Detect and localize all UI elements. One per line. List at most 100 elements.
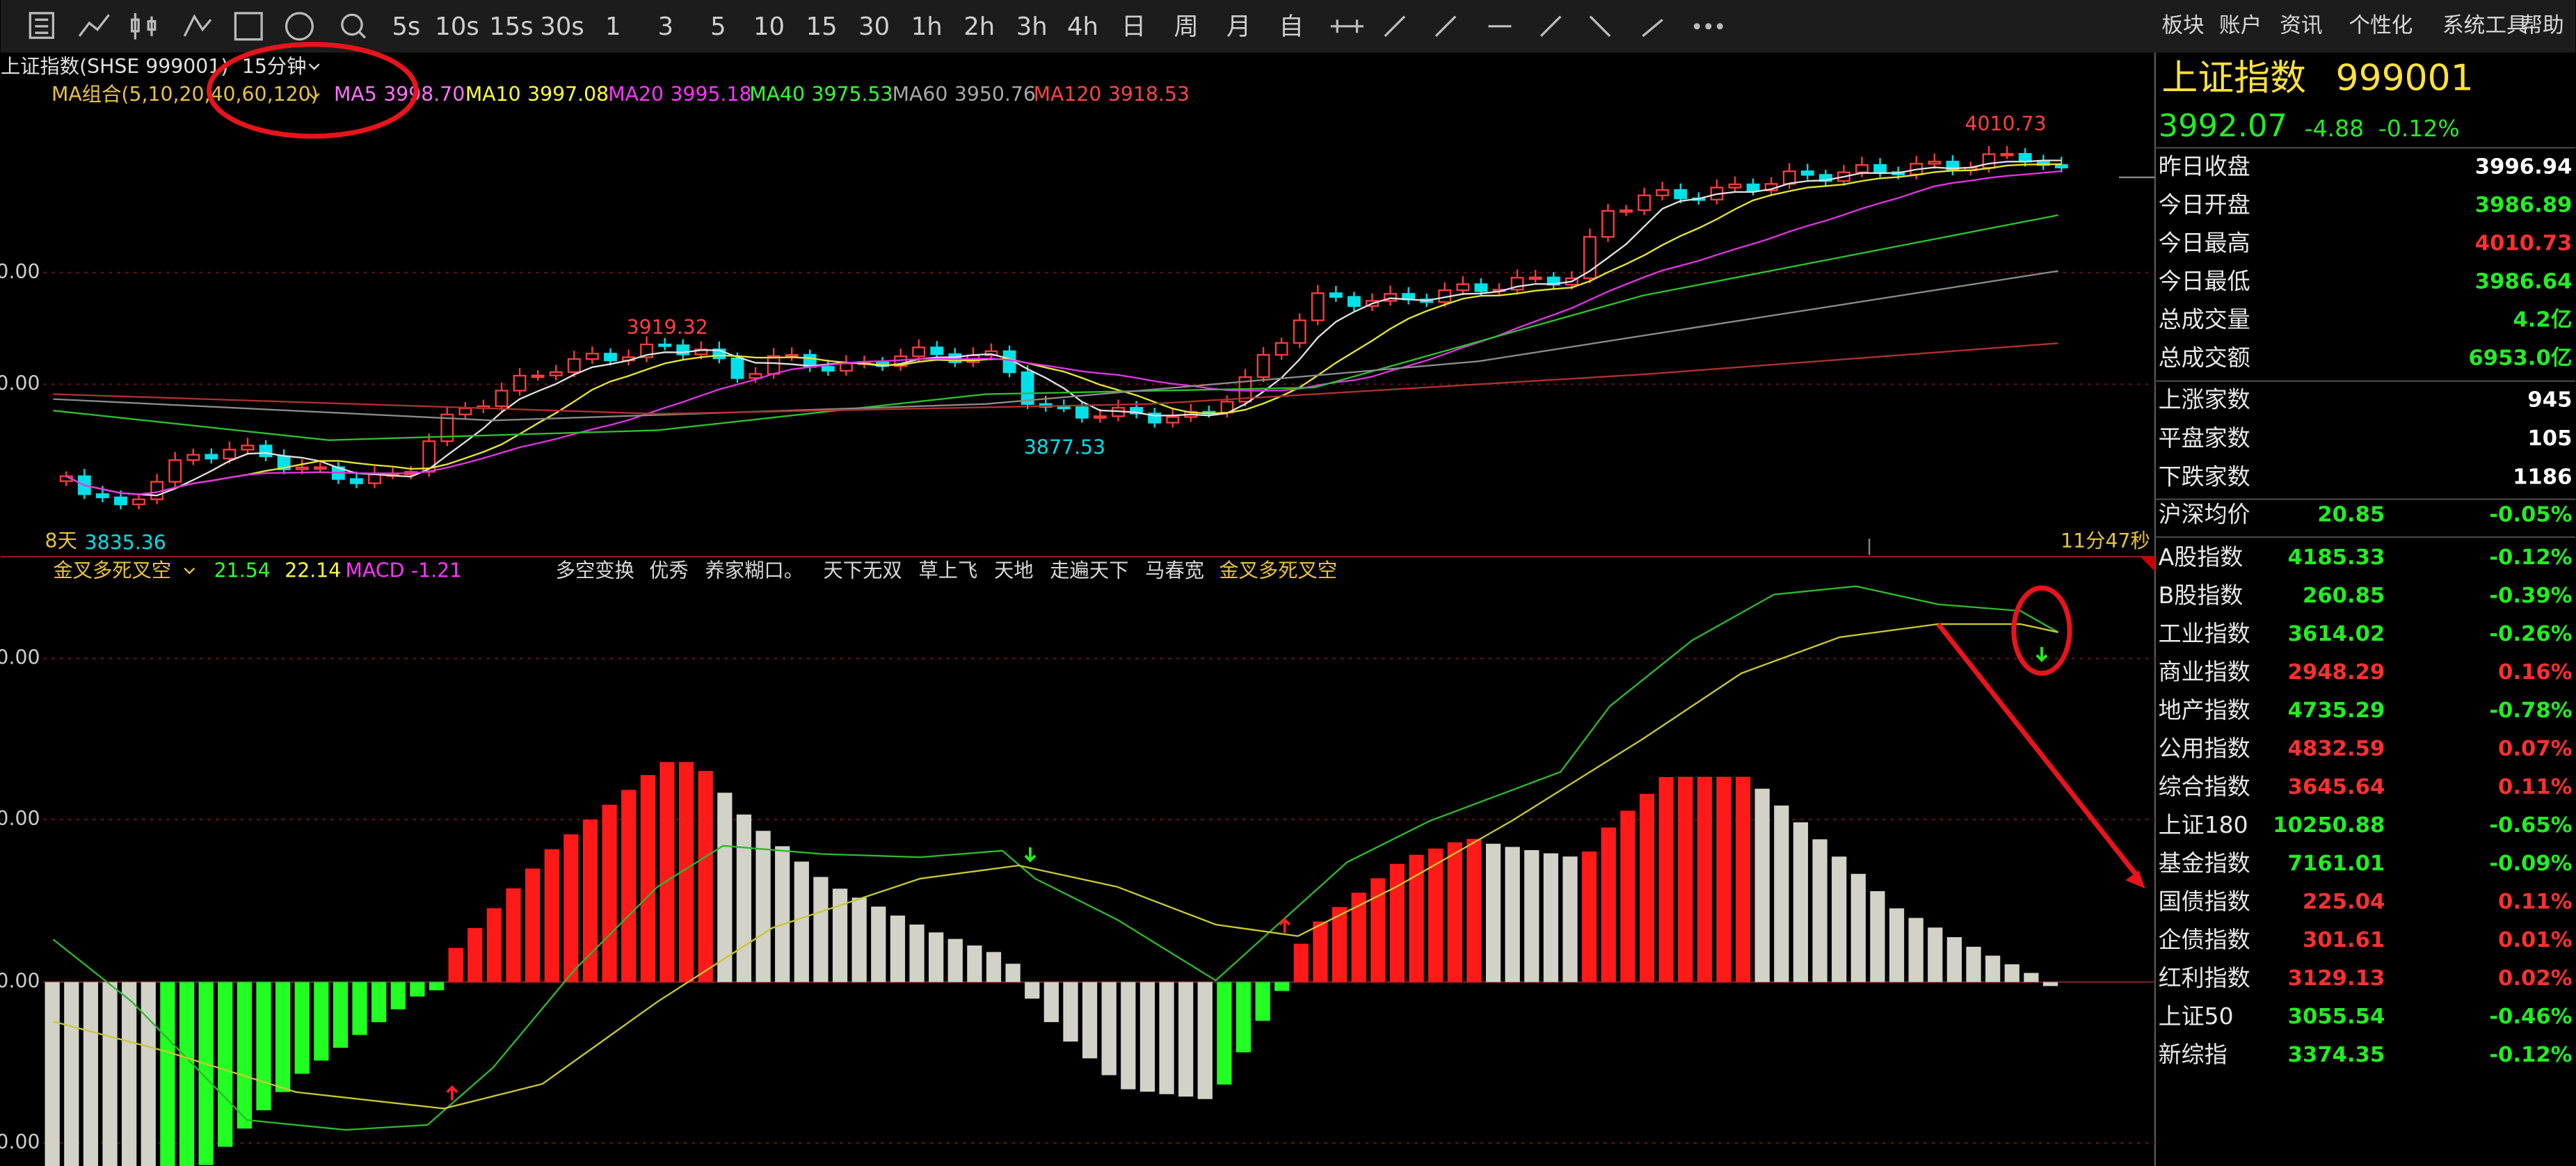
candle-body [313, 466, 327, 470]
macd-bar [659, 762, 675, 982]
index-name[interactable]: B股指数 [2159, 582, 2243, 609]
period-button[interactable]: 5 [710, 13, 726, 41]
index-name[interactable]: 基金指数 [2159, 849, 2250, 877]
index-name[interactable]: 综合指数 [2159, 773, 2250, 800]
macd-bar [947, 939, 963, 982]
period-button[interactable]: 周 [1174, 13, 1198, 41]
candle-body [513, 374, 527, 392]
index-name[interactable]: 地产指数 [2159, 696, 2250, 724]
macd-bar [1601, 827, 1616, 982]
strategy-tab[interactable]: 金叉多死叉空 [1219, 559, 1337, 582]
macd-bar [1582, 851, 1597, 982]
period-button[interactable]: 30s [540, 13, 584, 41]
index-value: 3374.35 [2288, 1043, 2385, 1067]
ma-group[interactable]: MA组合(5,10,20,40,60,120) [51, 83, 319, 106]
y-axis-label: 0.00 [0, 1131, 40, 1153]
menu-item[interactable]: 板块 [2161, 13, 2204, 38]
strategy-tab[interactable]: 马春宽 [1145, 559, 1204, 582]
signal-arrow [1279, 918, 1291, 933]
macd-bar [1966, 946, 1981, 982]
period-button[interactable]: 10 [753, 13, 785, 41]
macd-bar [275, 982, 291, 1092]
index-name[interactable]: 上证50 [2159, 1003, 2234, 1030]
macd-bar [1946, 937, 1962, 982]
period-button[interactable]: 10s [435, 13, 479, 41]
index-name[interactable]: 国债指数 [2159, 888, 2250, 915]
strategy-tab[interactable]: 养家糊口。 [705, 559, 804, 582]
index-name[interactable]: 新综指 [2159, 1041, 2227, 1068]
breadth-value: 945 [2527, 388, 2572, 412]
menu-item[interactable]: 资讯 [2280, 13, 2322, 38]
candle-body [1329, 292, 1343, 298]
macd-bar [1255, 982, 1270, 1021]
macd-bar [314, 982, 329, 1061]
candle-body [1656, 189, 1670, 197]
macd-bar [1235, 982, 1251, 1053]
period-selector[interactable]: 15分钟 [242, 55, 307, 78]
period-button[interactable]: 3 [658, 13, 674, 41]
macd-bar [237, 982, 252, 1129]
y-axis-label: 0.00 [0, 807, 40, 830]
index-name[interactable]: 公用指数 [2159, 735, 2250, 762]
menu-item[interactable]: 系统工具 [2442, 13, 2528, 38]
candle-body [604, 353, 617, 362]
index-pct: -0.05% [2489, 503, 2572, 527]
period-button[interactable]: 2h [963, 13, 995, 41]
period-button[interactable]: 4h [1067, 13, 1098, 41]
ma40-line [53, 214, 2058, 441]
index-name[interactable]: 沪深均价 [2159, 501, 2250, 528]
macd-bar [851, 897, 867, 982]
ma-name: MA5 [334, 83, 377, 106]
period-button[interactable]: 15 [806, 13, 838, 41]
index-name[interactable]: 商业指数 [2159, 658, 2250, 685]
menu-item[interactable]: 帮助 [2521, 13, 2563, 38]
indicator-name[interactable]: 金叉多死叉空 [53, 559, 171, 582]
candle-body [349, 478, 363, 484]
period-button[interactable]: 3h [1016, 13, 1048, 41]
menu-item[interactable]: 个性化 [2349, 13, 2413, 38]
stat-label: 今日最低 [2159, 267, 2250, 294]
strategy-tab[interactable]: 天下无双 [823, 559, 902, 582]
ma-legend: MA40 3975.53 [749, 83, 893, 106]
strategy-tab[interactable]: 天地 [994, 559, 1034, 582]
candle-body [930, 346, 944, 356]
macd-bar [909, 924, 925, 982]
candle-body [1619, 209, 1633, 213]
index-name[interactable]: 企债指数 [2159, 926, 2250, 953]
index-pct: 0.11% [2498, 890, 2572, 914]
period-button[interactable]: 15s [489, 13, 533, 41]
index-name[interactable]: 工业指数 [2159, 620, 2250, 647]
period-button[interactable]: 自 [1279, 13, 1304, 41]
period-button[interactable]: 5s [392, 13, 420, 41]
index-name[interactable]: A股指数 [2159, 543, 2243, 570]
strategy-tab[interactable]: 多空变换 [556, 559, 634, 582]
macd-bar [429, 982, 445, 991]
index-value: 7161.01 [2288, 852, 2385, 876]
period-button[interactable]: 日 [1121, 13, 1146, 41]
ma-name: MA20 [608, 83, 664, 106]
index-name[interactable]: 上证180 [2159, 811, 2248, 838]
index-pct: 0.07% [2498, 737, 2572, 761]
indicator-value: 21.54 [214, 559, 271, 582]
index-name[interactable]: 红利指数 [2159, 964, 2250, 991]
quote-code: 999001 [2336, 58, 2474, 99]
macd-bar [1697, 776, 1712, 982]
period-button[interactable]: 1 [605, 13, 621, 41]
macd-bar [122, 982, 137, 1166]
period-button[interactable]: 1h [911, 13, 943, 41]
macd-bar [1063, 982, 1078, 1042]
strategy-tab[interactable]: 优秀 [649, 559, 689, 582]
strategy-tab[interactable]: 走遍天下 [1050, 559, 1128, 582]
period-button[interactable]: 30 [858, 13, 890, 41]
candle-body [259, 445, 273, 458]
candle-body [567, 358, 581, 373]
strategy-tab[interactable]: 草上飞 [918, 559, 977, 582]
period-button[interactable]: 月 [1226, 13, 1251, 41]
breadth-label: 下跌家数 [2159, 463, 2250, 490]
index-pct: -0.46% [2489, 1005, 2572, 1029]
dea-line [53, 623, 2058, 1110]
macd-bar [1351, 893, 1366, 982]
index-pct: -0.65% [2489, 813, 2572, 838]
menu-item[interactable]: 账户 [2219, 13, 2262, 38]
